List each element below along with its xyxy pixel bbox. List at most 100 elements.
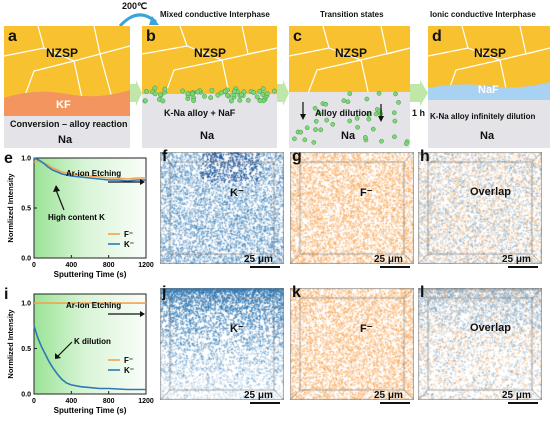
element-label: F⁻: [360, 323, 373, 335]
x-tick-label: 400: [65, 262, 77, 269]
legend-label: F⁻: [124, 230, 133, 239]
map-k: k F⁻ 25 μm: [288, 284, 416, 418]
panel-label-g: g: [292, 148, 302, 165]
reaction-label-a: Conversion – alloy reaction: [10, 119, 128, 129]
legend-label: F⁻: [124, 356, 133, 365]
map-h: h Overlap 25 μm: [416, 148, 544, 282]
panel-label-l: l: [420, 284, 425, 301]
panel-b-art: [142, 26, 277, 148]
scale-bar: [380, 402, 410, 404]
chart-i: 0 400 800 1200 0.0 0.5 1.0 Sputtering Time (s) N…: [6, 293, 154, 415]
scale-bar: [250, 402, 280, 404]
x-axis-label: Sputtering Time (s): [54, 406, 127, 415]
voxel-cloud: [418, 152, 542, 264]
arrow-c-d: [410, 80, 428, 106]
reaction-label-b: K-Na alloy + NaF: [164, 108, 236, 118]
x-tick-label: 1200: [138, 262, 154, 269]
x-tick-label: 400: [65, 398, 77, 405]
panel-c-art: [289, 26, 410, 148]
y-tick-label: 0.5: [21, 206, 31, 213]
panel-b: b NZSP K-Na alloy + NaF Na: [142, 26, 277, 148]
temperature-label: 200℃: [122, 1, 148, 11]
voxel-cloud: [290, 288, 414, 400]
voxel-cloud: [160, 288, 284, 400]
element-label: F⁻: [360, 187, 373, 199]
nzsp-label-b: NZSP: [194, 46, 227, 60]
dilution-arrowhead: [55, 353, 61, 359]
x-tick-label: 800: [103, 398, 115, 405]
panel-a: a NZSP KF Conversion – alloy reaction Na: [4, 26, 130, 148]
panel-d-art: [428, 26, 550, 148]
time-label: 1 h: [412, 108, 426, 118]
series-line-k: [33, 157, 146, 182]
x-tick-label: 0: [32, 262, 36, 269]
panel-label-a: a: [8, 28, 17, 45]
nzsp-label-d: NZSP: [474, 46, 507, 60]
etching-region: [34, 158, 146, 258]
map-g: g F⁻ 25 μm: [288, 148, 416, 282]
scale-bar: [380, 266, 410, 268]
k-arrowhead: [53, 185, 60, 192]
na-label-c: Na: [341, 130, 356, 142]
panel-label-f: f: [162, 148, 168, 165]
etching-arrowhead: [140, 311, 145, 317]
annotation-k: High content K: [48, 213, 105, 222]
element-label: K⁻: [230, 187, 244, 199]
plot-frame: [33, 293, 147, 395]
scale-bar-label: 25 μm: [374, 390, 403, 401]
y-tick-label: 0.0: [21, 256, 31, 263]
etching-region: [34, 294, 146, 394]
element-label: Overlap: [470, 322, 511, 334]
scale-bar-label: 25 μm: [374, 254, 403, 265]
kf-label: KF: [56, 99, 71, 111]
y-tick-label: 0.0: [21, 392, 31, 399]
scale-bar: [250, 266, 280, 268]
y-axis-label: Normlized Intensity: [6, 173, 15, 243]
naf-label: NaF: [478, 84, 499, 96]
voxel-cloud: [160, 152, 284, 264]
panel-label-i: i: [4, 286, 9, 303]
annotation-etching: Ar-ion Etching: [66, 169, 121, 178]
y-tick-label: 1.0: [21, 301, 31, 308]
scale-bar-label: 25 μm: [244, 390, 273, 401]
title-c: Transition states: [320, 10, 384, 19]
element-label: Overlap: [470, 186, 511, 198]
panel-label-c: c: [293, 28, 302, 45]
panel-d: d NZSP NaF K-Na alloy infinitely dilutio…: [428, 26, 550, 148]
annotation-etching: Ar-ion Etching: [66, 301, 121, 310]
y-tick-label: 0.5: [21, 346, 31, 353]
dilution-arrow: [57, 341, 73, 357]
scale-bar-label: 25 μm: [502, 254, 531, 265]
x-tick-label: 800: [103, 262, 115, 269]
y-axis-label: Normlized Intensity: [6, 309, 15, 379]
reaction-label-c: Alloy dilution: [315, 108, 372, 118]
map-l: l Overlap 25 μm: [416, 284, 544, 418]
reaction-label-d: K-Na alloy infinitely dilution: [430, 112, 536, 121]
legend-label: K⁻: [124, 366, 134, 375]
x-tick-label: 1200: [138, 398, 154, 405]
panel-label-d: d: [432, 28, 442, 45]
chart-e: 0 400 800 1200 0.0 0.5 1.0 Sputtering Time (s) N…: [6, 156, 154, 280]
scale-bar: [508, 402, 538, 404]
x-tick-label: 0: [32, 398, 36, 405]
element-label: K⁻: [230, 323, 244, 335]
scale-bar-label: 25 μm: [244, 254, 273, 265]
k-arrow: [55, 189, 65, 211]
nzsp-label-c: NZSP: [335, 46, 368, 60]
na-label-b: Na: [200, 130, 215, 142]
legend-label: K⁻: [124, 240, 134, 249]
voxel-cloud: [290, 152, 414, 264]
scale-bar-label: 25 μm: [502, 390, 531, 401]
x-axis-label: Sputtering Time (s): [54, 270, 127, 279]
panel-label-h: h: [420, 148, 430, 165]
panel-label-k: k: [292, 284, 301, 301]
title-d: Ionic conductive Interphase: [430, 10, 536, 19]
panel-label-e: e: [4, 150, 13, 167]
heat-arrow: [118, 13, 159, 28]
annotation-k-dilution: K dilution: [74, 337, 111, 346]
panel-label-b: b: [146, 28, 156, 45]
na-label-d: Na: [480, 130, 495, 142]
map-j: j K⁻ 25 μm: [158, 284, 286, 418]
na-label-a: Na: [58, 134, 73, 146]
series-line-k: [33, 325, 146, 391]
